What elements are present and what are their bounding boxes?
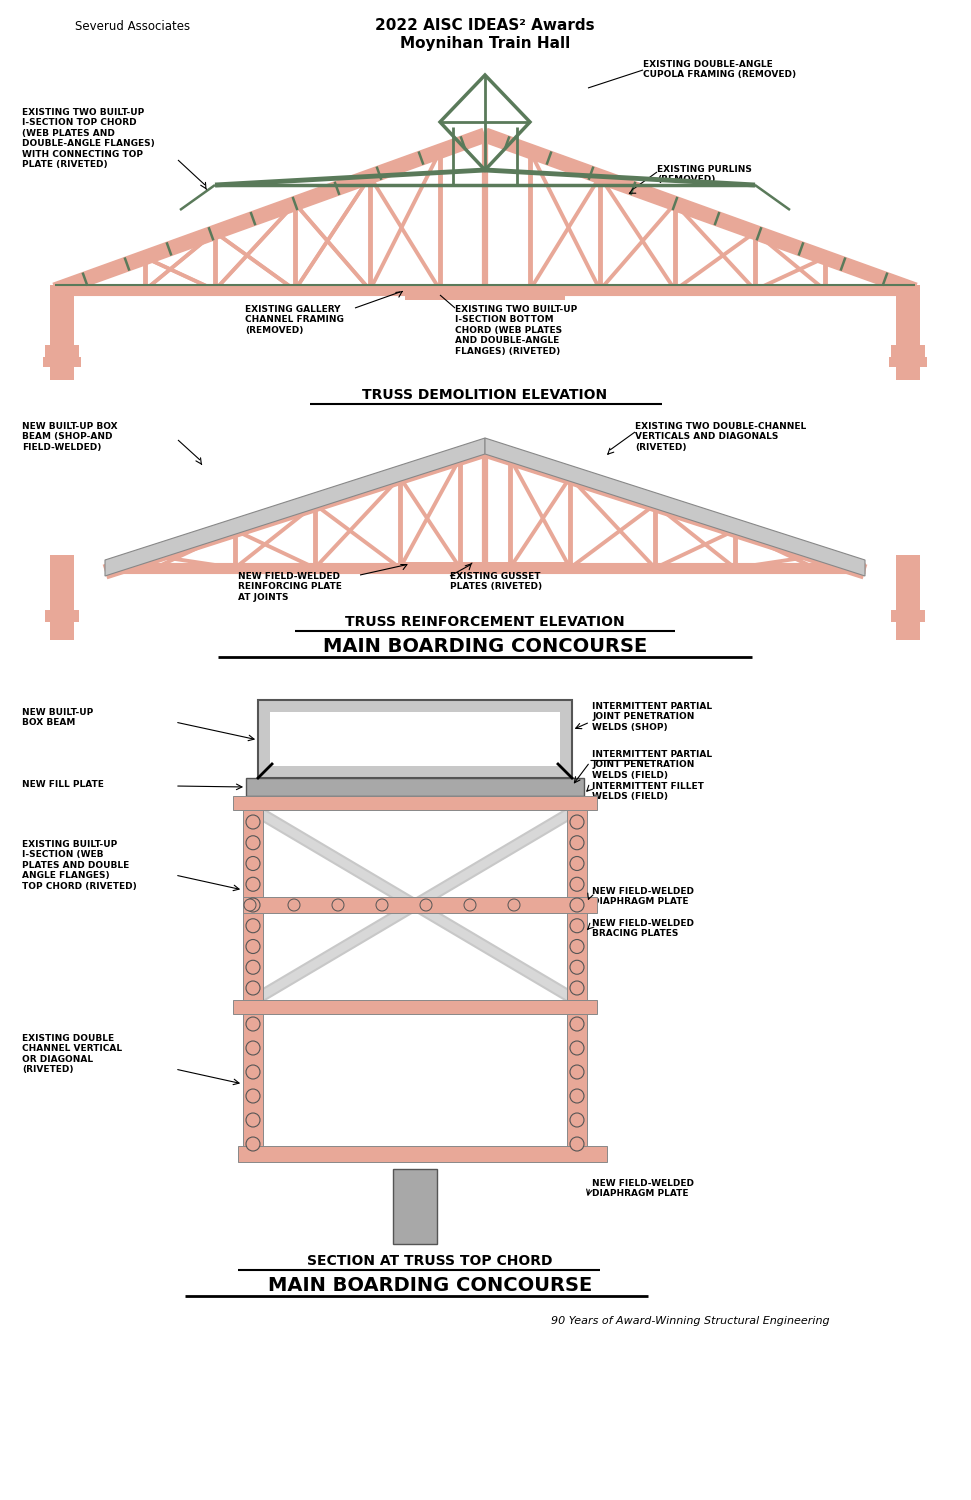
- Bar: [243, 810, 263, 1000]
- Circle shape: [570, 960, 584, 975]
- Bar: [246, 778, 584, 796]
- Circle shape: [246, 836, 260, 849]
- Circle shape: [570, 815, 584, 830]
- Circle shape: [570, 981, 584, 994]
- Text: EXISTING DOUBLE-ANGLE
CUPOLA FRAMING (REMOVED): EXISTING DOUBLE-ANGLE CUPOLA FRAMING (RE…: [643, 60, 796, 80]
- Text: INTERMITTENT FILLET
WELDS (FIELD): INTERMITTENT FILLET WELDS (FIELD): [592, 782, 704, 801]
- Bar: [43, 357, 81, 368]
- Bar: [45, 610, 79, 622]
- Text: TRUSS REINFORCEMENT ELEVATION: TRUSS REINFORCEMENT ELEVATION: [345, 615, 624, 628]
- Circle shape: [246, 960, 260, 975]
- Text: EXISTING DOUBLE
CHANNEL VERTICAL
OR DIAGONAL
(RIVETED): EXISTING DOUBLE CHANNEL VERTICAL OR DIAG…: [22, 1034, 122, 1074]
- Text: INTERMITTENT PARTIAL
JOINT PENETRATION
WELDS (SHOP): INTERMITTENT PARTIAL JOINT PENETRATION W…: [592, 702, 712, 732]
- Bar: [891, 345, 925, 358]
- Bar: [50, 555, 74, 640]
- Text: EXISTING GALLERY
CHANNEL FRAMING
(REMOVED): EXISTING GALLERY CHANNEL FRAMING (REMOVE…: [245, 304, 344, 334]
- Polygon shape: [485, 438, 865, 576]
- Circle shape: [376, 898, 388, 910]
- Circle shape: [246, 981, 260, 994]
- Circle shape: [288, 898, 300, 910]
- Bar: [567, 1014, 587, 1154]
- Circle shape: [246, 856, 260, 870]
- Circle shape: [244, 898, 256, 910]
- Bar: [896, 285, 920, 380]
- Circle shape: [570, 1017, 584, 1031]
- Text: Severud Associates: Severud Associates: [75, 20, 190, 33]
- Bar: [393, 1168, 437, 1244]
- Bar: [405, 562, 565, 574]
- Text: NEW FIELD-WELDED
DIAPHRAGM PLATE: NEW FIELD-WELDED DIAPHRAGM PLATE: [592, 1179, 694, 1198]
- Text: NEW BUILT-UP BOX
BEAM (SHOP-AND
FIELD-WELDED): NEW BUILT-UP BOX BEAM (SHOP-AND FIELD-WE…: [22, 422, 117, 452]
- Text: NEW FIELD-WELDED
DIAPHRAGM PLATE: NEW FIELD-WELDED DIAPHRAGM PLATE: [592, 886, 694, 906]
- Bar: [243, 897, 597, 914]
- Bar: [258, 700, 572, 778]
- Circle shape: [246, 878, 260, 891]
- Circle shape: [570, 1137, 584, 1150]
- Text: MAIN BOARDING CONCOURSE: MAIN BOARDING CONCOURSE: [268, 1276, 592, 1294]
- Polygon shape: [105, 438, 485, 576]
- Text: EXISTING GUSSET
PLATES (RIVETED): EXISTING GUSSET PLATES (RIVETED): [450, 572, 542, 591]
- Text: EXISTING TWO DOUBLE-CHANNEL
VERTICALS AND DIAGONALS
(RIVETED): EXISTING TWO DOUBLE-CHANNEL VERTICALS AN…: [635, 422, 806, 452]
- Bar: [45, 345, 79, 358]
- Bar: [50, 285, 74, 380]
- Text: Moynihan Train Hall: Moynihan Train Hall: [400, 36, 570, 51]
- Circle shape: [570, 1113, 584, 1126]
- Text: NEW FIELD-WELDED
REINFORCING PLATE
AT JOINTS: NEW FIELD-WELDED REINFORCING PLATE AT JO…: [238, 572, 342, 602]
- Circle shape: [570, 836, 584, 849]
- Bar: [270, 712, 560, 766]
- Circle shape: [570, 918, 584, 933]
- Circle shape: [246, 939, 260, 954]
- Circle shape: [570, 856, 584, 870]
- Circle shape: [570, 939, 584, 954]
- Circle shape: [570, 878, 584, 891]
- Circle shape: [246, 1089, 260, 1102]
- Text: EXISTING TWO BUILT-UP
I-SECTION BOTTOM
CHORD (WEB PLATES
AND DOUBLE-ANGLE
FLANGE: EXISTING TWO BUILT-UP I-SECTION BOTTOM C…: [455, 304, 577, 355]
- Circle shape: [570, 1041, 584, 1054]
- Text: EXISTING BUILT-UP
I-SECTION (WEB
PLATES AND DOUBLE
ANGLE FLANGES)
TOP CHORD (RIV: EXISTING BUILT-UP I-SECTION (WEB PLATES …: [22, 840, 137, 891]
- Circle shape: [246, 815, 260, 830]
- Circle shape: [464, 898, 476, 910]
- Text: EXISTING TWO BUILT-UP
I-SECTION TOP CHORD
(WEB PLATES AND
DOUBLE-ANGLE FLANGES)
: EXISTING TWO BUILT-UP I-SECTION TOP CHOR…: [22, 108, 154, 170]
- Circle shape: [246, 1113, 260, 1126]
- Bar: [405, 286, 565, 300]
- Bar: [233, 1000, 597, 1014]
- Text: NEW FILL PLATE: NEW FILL PLATE: [22, 780, 104, 789]
- Circle shape: [570, 1065, 584, 1078]
- Circle shape: [246, 1065, 260, 1078]
- Bar: [889, 357, 927, 368]
- Bar: [233, 796, 597, 810]
- Circle shape: [246, 1137, 260, 1150]
- Circle shape: [570, 1089, 584, 1102]
- Bar: [243, 1014, 263, 1154]
- Text: INTERMITTENT PARTIAL
JOINT PENETRATION
WELDS (FIELD): INTERMITTENT PARTIAL JOINT PENETRATION W…: [592, 750, 712, 780]
- Text: SECTION AT TRUSS TOP CHORD: SECTION AT TRUSS TOP CHORD: [307, 1254, 552, 1268]
- Circle shape: [246, 1017, 260, 1031]
- Bar: [891, 610, 925, 622]
- Circle shape: [508, 898, 520, 910]
- Text: EXISTING PURLINS
(REMOVED): EXISTING PURLINS (REMOVED): [657, 165, 752, 184]
- Circle shape: [332, 898, 344, 910]
- Text: TRUSS DEMOLITION ELEVATION: TRUSS DEMOLITION ELEVATION: [362, 388, 608, 402]
- Circle shape: [246, 1041, 260, 1054]
- Circle shape: [246, 918, 260, 933]
- Text: 90 Years of Award-Winning Structural Engineering: 90 Years of Award-Winning Structural Eng…: [552, 1316, 830, 1326]
- Text: NEW BUILT-UP
BOX BEAM: NEW BUILT-UP BOX BEAM: [22, 708, 93, 728]
- Text: NEW FIELD-WELDED
BRACING PLATES: NEW FIELD-WELDED BRACING PLATES: [592, 920, 694, 939]
- Text: MAIN BOARDING CONCOURSE: MAIN BOARDING CONCOURSE: [323, 638, 647, 656]
- Text: 2022 AISC IDEAS² Awards: 2022 AISC IDEAS² Awards: [375, 18, 595, 33]
- Bar: [896, 555, 920, 640]
- Bar: [567, 810, 587, 1000]
- Bar: [238, 1146, 607, 1162]
- Circle shape: [246, 898, 260, 912]
- Circle shape: [570, 898, 584, 912]
- Circle shape: [420, 898, 432, 910]
